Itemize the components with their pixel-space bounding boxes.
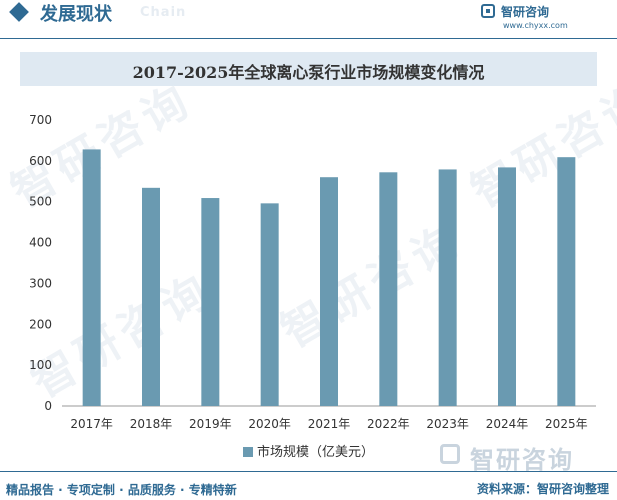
y-tick-label: 200 (29, 317, 52, 331)
brand-logo-icon (481, 4, 495, 18)
chart-title: 2017-2025年全球离心泵行业市场规模变化情况 (132, 63, 485, 82)
bar (379, 172, 398, 406)
x-tick-label: 2021年 (308, 417, 351, 431)
x-tick-label: 2020年 (248, 417, 291, 431)
bar (201, 198, 220, 406)
bar (498, 167, 516, 406)
legend-swatch (242, 447, 253, 457)
x-tick-label: 2017年 (70, 417, 113, 431)
y-tick-label: 600 (29, 154, 52, 168)
brand-watermark-icon (440, 444, 460, 464)
brand-watermark-text: 智研咨询 (470, 446, 574, 474)
footer-source: 资料来源：智研咨询整理 (476, 482, 609, 496)
x-tick-label: 2019年 (189, 417, 232, 431)
bar (260, 203, 279, 406)
y-tick-label: 500 (29, 195, 52, 209)
y-tick-label: 0 (44, 399, 52, 413)
x-tick-label: 2024年 (486, 417, 529, 431)
y-tick-label: 400 (29, 236, 52, 250)
section-title: 发展现状 (40, 4, 112, 25)
x-tick-label: 2022年 (367, 417, 410, 431)
brand-watermark: 智研咨询 (440, 440, 610, 474)
legend-label: 市场规模（亿美元） (256, 445, 374, 460)
bar (320, 177, 338, 406)
chart-legend: 市场规模（亿美元） (0, 441, 617, 460)
bar (142, 187, 160, 406)
header-bar: 发展现状 Chain 智研咨询 www.chyxx.com (0, 0, 617, 36)
brand-url[interactable]: www.chyxx.com (503, 21, 568, 30)
y-tick-label: 300 (29, 276, 52, 290)
faint-header-text: Chain (140, 5, 187, 20)
bar (557, 157, 576, 406)
bar (438, 169, 457, 406)
x-tick-label: 2025年 (545, 417, 588, 431)
y-tick-label: 700 (29, 113, 52, 127)
header-divider (0, 38, 617, 39)
chart-title-band: 2017-2025年全球离心泵行业市场规模变化情况 (20, 52, 597, 86)
footer-divider (0, 471, 617, 472)
bar (82, 149, 101, 406)
brand-block[interactable]: 智研咨询 www.chyxx.com (481, 3, 601, 35)
x-tick-label: 2023年 (426, 417, 469, 431)
y-tick-label: 100 (29, 358, 52, 372)
footer-tagline: 精品报告 · 专项定制 · 品质服务 · 专精特新 (6, 483, 237, 497)
brand-name: 智研咨询 (501, 5, 550, 19)
x-tick-label: 2018年 (130, 417, 173, 431)
